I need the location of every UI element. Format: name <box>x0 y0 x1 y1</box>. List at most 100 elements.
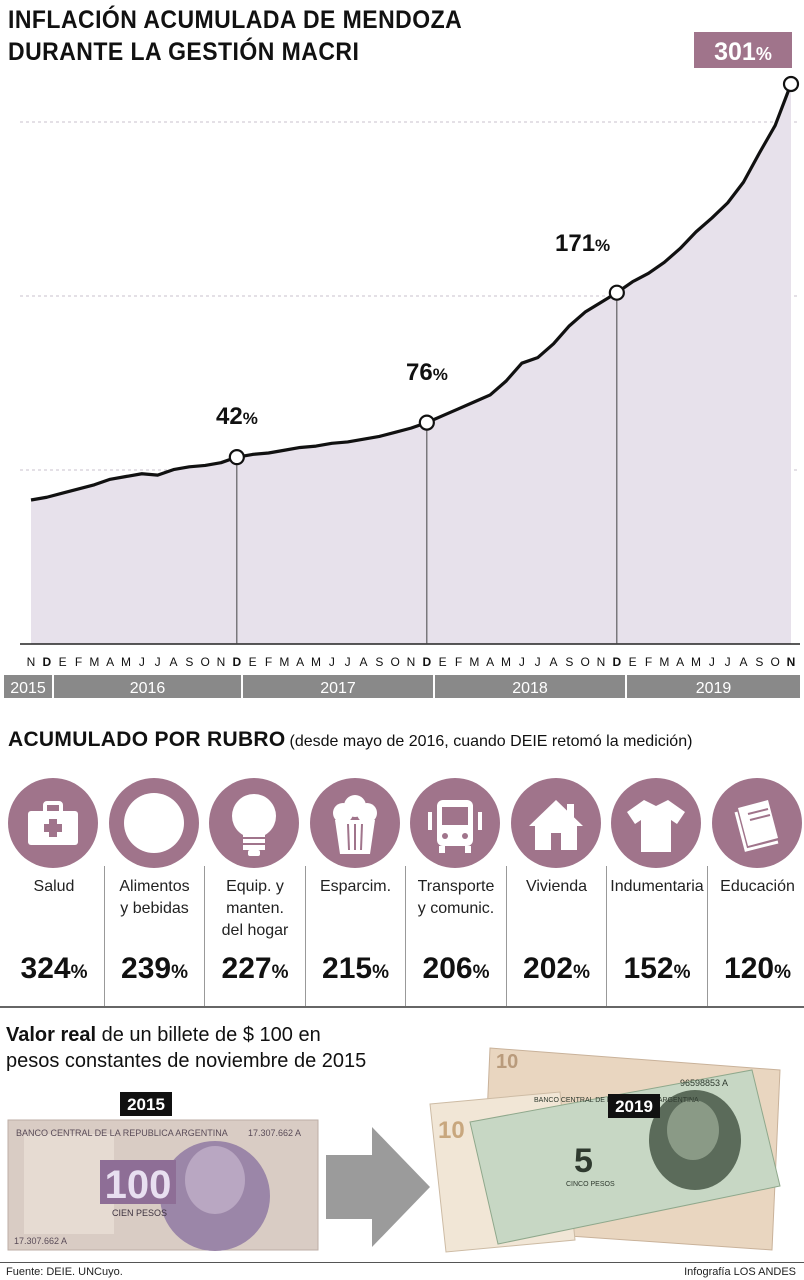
category-value: 227% <box>205 952 305 986</box>
x-tick-label: M <box>121 655 131 669</box>
final-value-unit: % <box>756 44 772 64</box>
x-tick-label: A <box>106 655 114 669</box>
x-tick-label: S <box>375 655 383 669</box>
plate-icon <box>108 778 199 868</box>
bill-5-serial: 96598853 A <box>680 1078 728 1088</box>
credit-note: Infografía LOS ANDES <box>684 1266 796 1278</box>
valor-line-2: pesos constantes de noviembre de 2015 <box>6 1050 367 1072</box>
bill-denomination-panel <box>100 1160 176 1204</box>
inflation-area-chart: 42%76%171%301%N D E F M A M J J A S O N D E F M A M J J A S O N D… <box>4 32 800 698</box>
x-tick-label: J <box>725 655 731 669</box>
category-6: Indumentaria 152% <box>607 776 707 1006</box>
category-separator <box>304 866 306 1006</box>
category-value: 120% <box>708 952 804 986</box>
year-badge-2019 <box>608 1094 660 1118</box>
x-tick-label: M <box>311 655 321 669</box>
area-fill <box>31 84 791 644</box>
annotation-unit: % <box>243 409 258 428</box>
annotation-point <box>782 75 800 93</box>
category-label: Educación <box>708 876 804 898</box>
x-tick-label: J <box>535 655 541 669</box>
bill-header: BANCO CENTRAL DE LA REPUBLICA ARGENTINA <box>16 1128 228 1138</box>
year-label: 2017 <box>320 680 356 697</box>
year-badge-2019-label: 2019 <box>615 1097 653 1116</box>
valor-real-heading: Valor real de un billete de $ 100 en pes… <box>6 1022 366 1074</box>
year-label: 2016 <box>130 680 166 697</box>
valor-bold: Valor real <box>6 1024 97 1046</box>
category-value: 324% <box>4 952 104 986</box>
t-shirt-icon <box>611 778 701 868</box>
bill-caption: CIEN PESOS <box>112 1208 167 1218</box>
category-value-number: 120 <box>724 952 775 985</box>
light-bulb-icon <box>209 778 299 868</box>
bill-5-caption: CINCO PESOS <box>566 1181 615 1188</box>
x-tick-label: N <box>27 655 36 669</box>
annotation-label: 76% <box>406 359 448 386</box>
valor-rest: de un billete de $ 100 en <box>96 1024 321 1046</box>
bill-serial-top: 17.307.662 A <box>248 1128 301 1138</box>
x-tick-label: A <box>169 655 177 669</box>
category-label-line: Transporte <box>417 878 495 895</box>
category-7: Educación 120% <box>708 776 804 1006</box>
category-4: Transporte y comunic. 206% <box>406 776 506 1006</box>
rubro-title: ACUMULADO POR RUBRO <box>8 728 286 751</box>
year-label: 2018 <box>512 680 548 697</box>
bill-serial-bottom: 17.307.662 A <box>14 1236 67 1246</box>
chart-title: INFLACIÓN ACUMULADA DE MENDOZA DURANTE L… <box>8 4 462 68</box>
x-tick-label: E <box>59 655 67 669</box>
x-tick-label: A <box>549 655 557 669</box>
x-tick-label: N <box>787 655 796 669</box>
x-tick-label: M <box>501 655 511 669</box>
x-tick-label: A <box>486 655 494 669</box>
year-label: 2015 <box>10 680 46 697</box>
category-0: Salud 324% <box>4 776 104 1006</box>
bill-denomination: 100 <box>105 1163 172 1207</box>
category-label: Esparcim. <box>306 876 406 898</box>
x-tick-label: S <box>185 655 193 669</box>
x-tick-label: F <box>265 655 272 669</box>
annotation-point <box>418 414 435 431</box>
book-icon <box>711 778 802 868</box>
category-value-number: 202 <box>523 952 574 985</box>
category-value-number: 215 <box>322 952 373 985</box>
category-label-line: Indumentaria <box>610 878 704 895</box>
category-value-unit: % <box>171 962 188 983</box>
category-label: Equip. y manten. del hogar <box>205 876 305 942</box>
year-badge-2015-label: 2015 <box>127 1095 165 1114</box>
bill-portrait-face <box>185 1146 245 1214</box>
category-separator <box>505 866 507 1006</box>
x-tick-label: M <box>469 655 479 669</box>
x-tick-label: A <box>739 655 747 669</box>
x-tick-label: F <box>75 655 82 669</box>
x-tick-label: O <box>390 655 399 669</box>
bill-5-portrait-face <box>667 1100 719 1160</box>
series-line <box>30 83 793 502</box>
x-tick-label: S <box>565 655 573 669</box>
annotation-unit: % <box>595 236 610 255</box>
x-tick-label: J <box>139 655 145 669</box>
category-value-unit: % <box>271 962 289 983</box>
x-tick-label: N <box>597 655 606 669</box>
category-label-line: Educación <box>720 878 795 895</box>
x-tick-label: O <box>580 655 589 669</box>
category-value-unit: % <box>372 962 389 983</box>
category-value-number: 239 <box>121 952 172 985</box>
bill-watermark-area <box>24 1134 114 1234</box>
annotation-label: 42% <box>216 403 258 430</box>
x-tick-label: S <box>755 655 763 669</box>
source-note: Fuente: DEIE. UNCuyo. <box>6 1266 123 1278</box>
x-tick-label: M <box>279 655 289 669</box>
category-value: 202% <box>507 952 607 986</box>
footer-rule <box>0 1262 804 1263</box>
year-bar <box>243 675 433 698</box>
annotation-point <box>608 284 625 301</box>
year-bar <box>54 675 241 698</box>
title-line-2: DURANTE LA GESTIÓN MACRI <box>8 38 360 66</box>
x-tick-label: D <box>42 655 51 669</box>
popcorn-icon <box>309 778 400 868</box>
x-tick-label: E <box>629 655 637 669</box>
category-label-line: y comunic. <box>417 900 495 917</box>
category-separator <box>405 866 406 1006</box>
category-value: 152% <box>607 952 707 986</box>
annotation-unit: % <box>433 365 448 384</box>
